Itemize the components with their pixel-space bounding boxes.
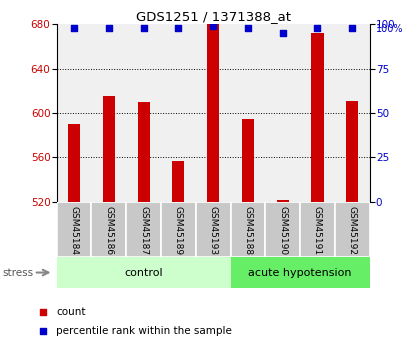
Text: GSM45191: GSM45191: [313, 206, 322, 255]
Bar: [57, 202, 92, 257]
Bar: [68, 124, 80, 202]
Text: GSM45193: GSM45193: [209, 206, 218, 255]
Bar: [196, 202, 231, 257]
Bar: [265, 202, 300, 257]
Point: [40, 309, 47, 315]
Point: [140, 25, 147, 30]
Bar: [346, 101, 358, 202]
Bar: [311, 33, 323, 202]
Text: GSM45184: GSM45184: [70, 206, 79, 255]
Point: [244, 25, 251, 30]
Bar: [335, 202, 370, 257]
Text: GSM45189: GSM45189: [174, 206, 183, 255]
Bar: [242, 119, 254, 202]
Text: GSM45186: GSM45186: [104, 206, 113, 255]
Bar: [161, 202, 196, 257]
Text: GSM45192: GSM45192: [348, 206, 357, 255]
Text: control: control: [124, 268, 163, 277]
Bar: [300, 202, 335, 257]
Bar: [126, 202, 161, 257]
Text: percentile rank within the sample: percentile rank within the sample: [56, 326, 232, 336]
Point: [105, 25, 112, 30]
Text: acute hypotension: acute hypotension: [248, 268, 352, 277]
Point: [40, 328, 47, 334]
Point: [71, 25, 77, 30]
Text: GSM45188: GSM45188: [244, 206, 252, 255]
Text: 100%: 100%: [376, 24, 403, 34]
Title: GDS1251 / 1371388_at: GDS1251 / 1371388_at: [136, 10, 291, 23]
Bar: [231, 202, 265, 257]
Bar: [277, 200, 289, 202]
Point: [210, 23, 217, 29]
Bar: [92, 202, 126, 257]
Bar: [207, 24, 219, 202]
Bar: [103, 96, 115, 202]
Text: GSM45187: GSM45187: [139, 206, 148, 255]
Text: count: count: [56, 307, 86, 317]
Bar: [137, 102, 150, 202]
Text: GSM45190: GSM45190: [278, 206, 287, 255]
Bar: [57, 257, 231, 288]
Point: [349, 25, 356, 30]
Bar: [172, 161, 184, 202]
Point: [175, 25, 182, 30]
Point: [279, 30, 286, 36]
Point: [314, 25, 321, 30]
Text: stress: stress: [2, 268, 33, 277]
Bar: [231, 257, 370, 288]
